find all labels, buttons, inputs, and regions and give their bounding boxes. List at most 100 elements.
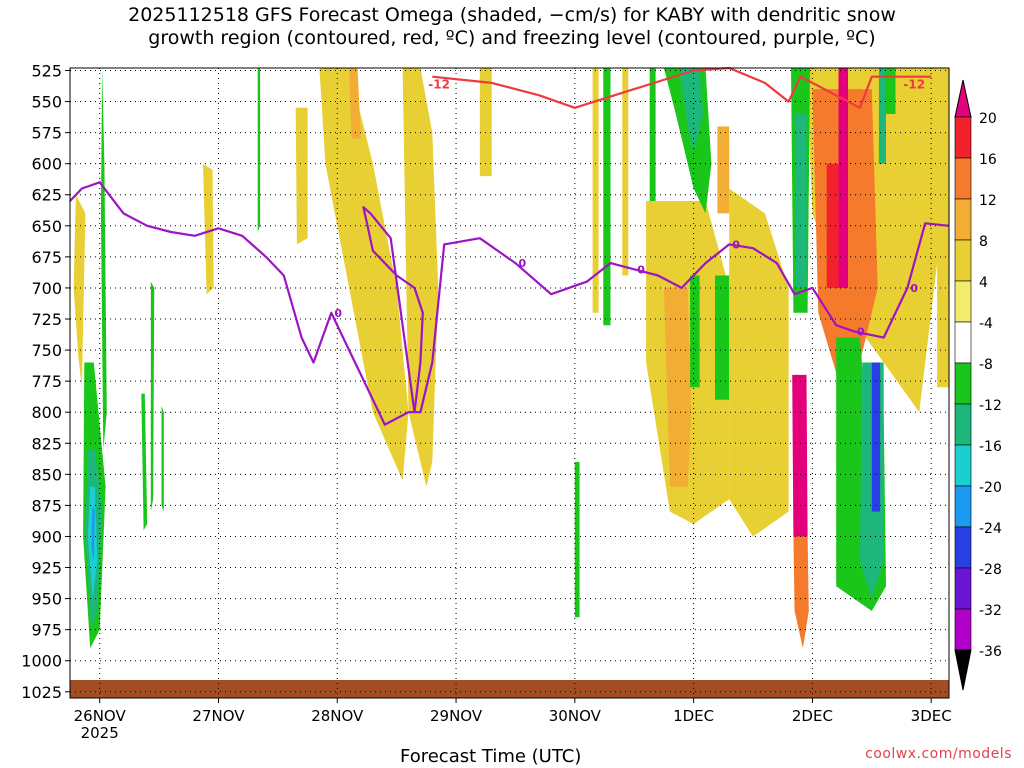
chart-title-line-1: 2025112518 GFS Forecast Omega (shaded, −…: [128, 4, 896, 26]
freezing-level-label: 0: [637, 263, 645, 276]
colorbar-swatch: [954, 198, 972, 241]
colorbar-swatch: [954, 116, 972, 159]
colorbar-label: -24: [979, 521, 1002, 537]
omega-shaded-region: [592, 68, 599, 313]
contours: 0 0 0 0 0 0 -12 -12: [69, 66, 950, 426]
omega-shading: [73, 68, 949, 649]
colorbar-swatch: [954, 362, 972, 405]
freezing-level-label: 0: [910, 282, 918, 295]
y-tick-label: 675: [31, 248, 62, 267]
dgz-label: -12: [428, 78, 450, 92]
colorbar-top-arrow: [954, 79, 972, 118]
y-tick-label: 950: [31, 590, 62, 609]
grid: [70, 68, 949, 698]
omega-shaded-region: [150, 281, 155, 512]
y-tick-label: 975: [31, 621, 62, 640]
y-tick-label: 550: [31, 93, 62, 112]
y-tick-label: 600: [31, 155, 62, 174]
colorbar-label: -20: [979, 480, 1002, 496]
freezing-level-label: 0: [732, 238, 740, 251]
y-tick-label: 825: [31, 434, 62, 453]
y-tick-label: 800: [31, 403, 62, 422]
colorbar-swatch: [954, 608, 972, 651]
x-tick-label: 29NOV: [430, 707, 483, 725]
omega-shaded-region: [793, 536, 809, 649]
credit-text: coolwx.com/models: [865, 746, 1012, 762]
colorbar-label: 16: [979, 152, 997, 168]
colorbar-label: 8: [979, 234, 988, 250]
omega-shaded-region: [715, 275, 730, 400]
freezing-level-label: 0: [334, 307, 342, 320]
plot-frame: [69, 67, 950, 699]
chart-title: 2025112518 GFS Forecast Omega (shaded, −…: [0, 4, 1024, 50]
freezing-level-label: 0: [857, 325, 865, 338]
colorbar-label: -8: [979, 357, 993, 373]
chart-title-line-2: growth region (contoured, red, ºC) and f…: [148, 27, 876, 49]
colorbar-label: -4: [979, 316, 993, 332]
colorbar-label: 12: [979, 193, 997, 209]
omega-shaded-region: [826, 163, 839, 288]
x-tick-label: 1DEC: [673, 707, 714, 725]
omega-shaded-region: [141, 393, 148, 531]
colorbar-label: 20: [979, 111, 997, 127]
y-tick-label: 625: [31, 186, 62, 205]
freezing-level-label: 0: [518, 257, 526, 270]
colorbar-swatch: [954, 157, 972, 200]
y-tick-label: 875: [31, 496, 62, 515]
ground-fill: [70, 680, 949, 698]
y-tick-label: 750: [31, 341, 62, 360]
omega-shaded-region: [319, 68, 409, 481]
x-tick-sublabel: 2025: [81, 724, 119, 742]
omega-shaded-region: [838, 68, 848, 288]
y-tick-label: 775: [31, 372, 62, 391]
colorbar-swatch: [954, 567, 972, 610]
y-axis: 525 550 575 600 625 650 675 700 725 750 775 800 825 8…: [21, 61, 70, 702]
colorbar-swatch: [954, 403, 972, 446]
omega-shaded-region: [794, 114, 807, 288]
colorbar-label: -28: [979, 562, 1002, 578]
x-tick-label: 26NOV: [74, 707, 127, 725]
colorbar-swatch: [954, 280, 972, 323]
y-tick-label: 525: [31, 61, 62, 80]
y-tick-label: 1000: [21, 652, 62, 671]
y-tick-label: 700: [31, 279, 62, 298]
x-axis-label: Forecast Time (UTC): [400, 746, 582, 767]
dgz-contour: [432, 66, 932, 109]
omega-shaded-region: [729, 188, 789, 537]
omega-shaded-region: [663, 287, 692, 487]
omega-shaded-region: [100, 68, 107, 450]
colorbar-bottom-arrow: [954, 649, 972, 691]
y-tick-label: 850: [31, 465, 62, 484]
omega-shaded-region: [91, 505, 95, 562]
dgz-label: -12: [903, 78, 925, 92]
y-tick-label: 650: [31, 217, 62, 236]
omega-shaded-region: [161, 406, 164, 512]
x-tick-label: 3DEC: [911, 707, 952, 725]
x-tick-label: 27NOV: [192, 707, 245, 725]
omega-shaded-region: [349, 68, 361, 139]
omega-shaded-region: [886, 68, 896, 114]
omega-shaded-region: [679, 68, 704, 152]
omega-shaded-region: [479, 68, 492, 177]
colorbar-label: -32: [979, 603, 1002, 619]
x-tick-label: 30NOV: [549, 707, 602, 725]
omega-shaded-region: [871, 362, 881, 512]
y-tick-label: 925: [31, 559, 62, 578]
colorbar: 20 16 12 8 4 -4 -8 -12 -16 -20 -24 -28 -32 -36: [954, 79, 1002, 691]
colorbar-swatch: [954, 444, 972, 487]
omega-shaded-region: [402, 68, 439, 487]
y-tick-label: 900: [31, 527, 62, 546]
omega-shaded-region: [73, 194, 86, 388]
omega-shaded-region: [257, 68, 261, 232]
ground-surface: [70, 680, 949, 698]
omega-shaded-region: [649, 68, 656, 214]
colorbar-label: -16: [979, 439, 1002, 455]
x-tick-label: 2DEC: [792, 707, 833, 725]
colorbar-label: -12: [979, 398, 1002, 414]
omega-shaded-region: [717, 126, 730, 214]
colorbar-swatch: [954, 526, 972, 569]
freezing-level-contour: [69, 181, 950, 426]
omega-shaded-region: [603, 68, 611, 326]
